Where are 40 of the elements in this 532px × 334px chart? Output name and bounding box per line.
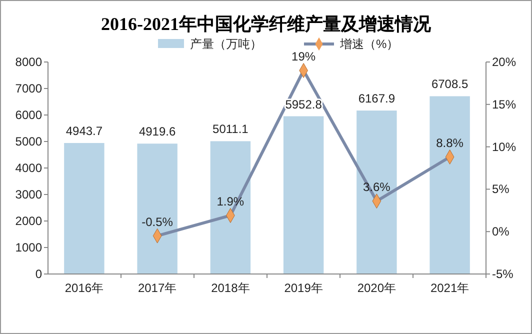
data-label: 4919.6 — [138, 124, 176, 139]
y2-tick-label: 20% — [492, 55, 516, 69]
y-tick-label: 1000 — [15, 240, 42, 254]
data-label: 3.6% — [363, 180, 391, 194]
data-label: 8.8% — [436, 136, 464, 150]
y-tick-label: 7000 — [15, 82, 42, 96]
y-tick-label: 3000 — [15, 188, 42, 202]
bar — [210, 141, 251, 274]
bar — [430, 96, 470, 274]
y-tick-label: 8000 — [15, 55, 42, 69]
y2-tick-label: 5% — [492, 182, 510, 196]
data-label: 19% — [292, 49, 316, 64]
legend-label: 增速（%） — [339, 37, 399, 51]
x-tick-label: 2017年 — [138, 281, 177, 295]
y2-tick-label: -5% — [492, 267, 514, 281]
y-tick-label: 0 — [35, 267, 42, 281]
y-tick-label: 2000 — [15, 214, 42, 228]
y2-tick-label: 0% — [492, 224, 510, 239]
x-tick-label: 2016年 — [64, 281, 104, 295]
data-label: 5011.1 — [212, 122, 249, 136]
bar — [356, 110, 397, 274]
y-tick-label: 6000 — [15, 108, 42, 122]
x-tick-label: 2021年 — [430, 281, 470, 295]
data-label: -0.5% — [142, 214, 174, 229]
data-label: 6167.9 — [358, 92, 396, 106]
x-tick-label: 2019年 — [284, 281, 323, 295]
y2-tick-label: 15% — [492, 97, 516, 112]
y-tick-label: 5000 — [15, 134, 42, 148]
x-tick-label: 2020年 — [357, 281, 396, 295]
bar — [283, 116, 324, 274]
bar — [64, 142, 104, 274]
data-label: 4943.7 — [66, 124, 103, 138]
y-tick-label: 4000 — [15, 161, 42, 175]
chart-title: 2016-2021年中国化学纤维产量及增速情况 — [101, 14, 432, 34]
bar — [137, 144, 178, 274]
data-label: 6708.5 — [431, 77, 468, 92]
y2-tick-label: 10% — [492, 140, 516, 154]
x-tick-label: 2018年 — [211, 281, 250, 295]
legend-label: 产量（万吨） — [190, 37, 262, 51]
data-label: 1.9% — [216, 194, 244, 208]
